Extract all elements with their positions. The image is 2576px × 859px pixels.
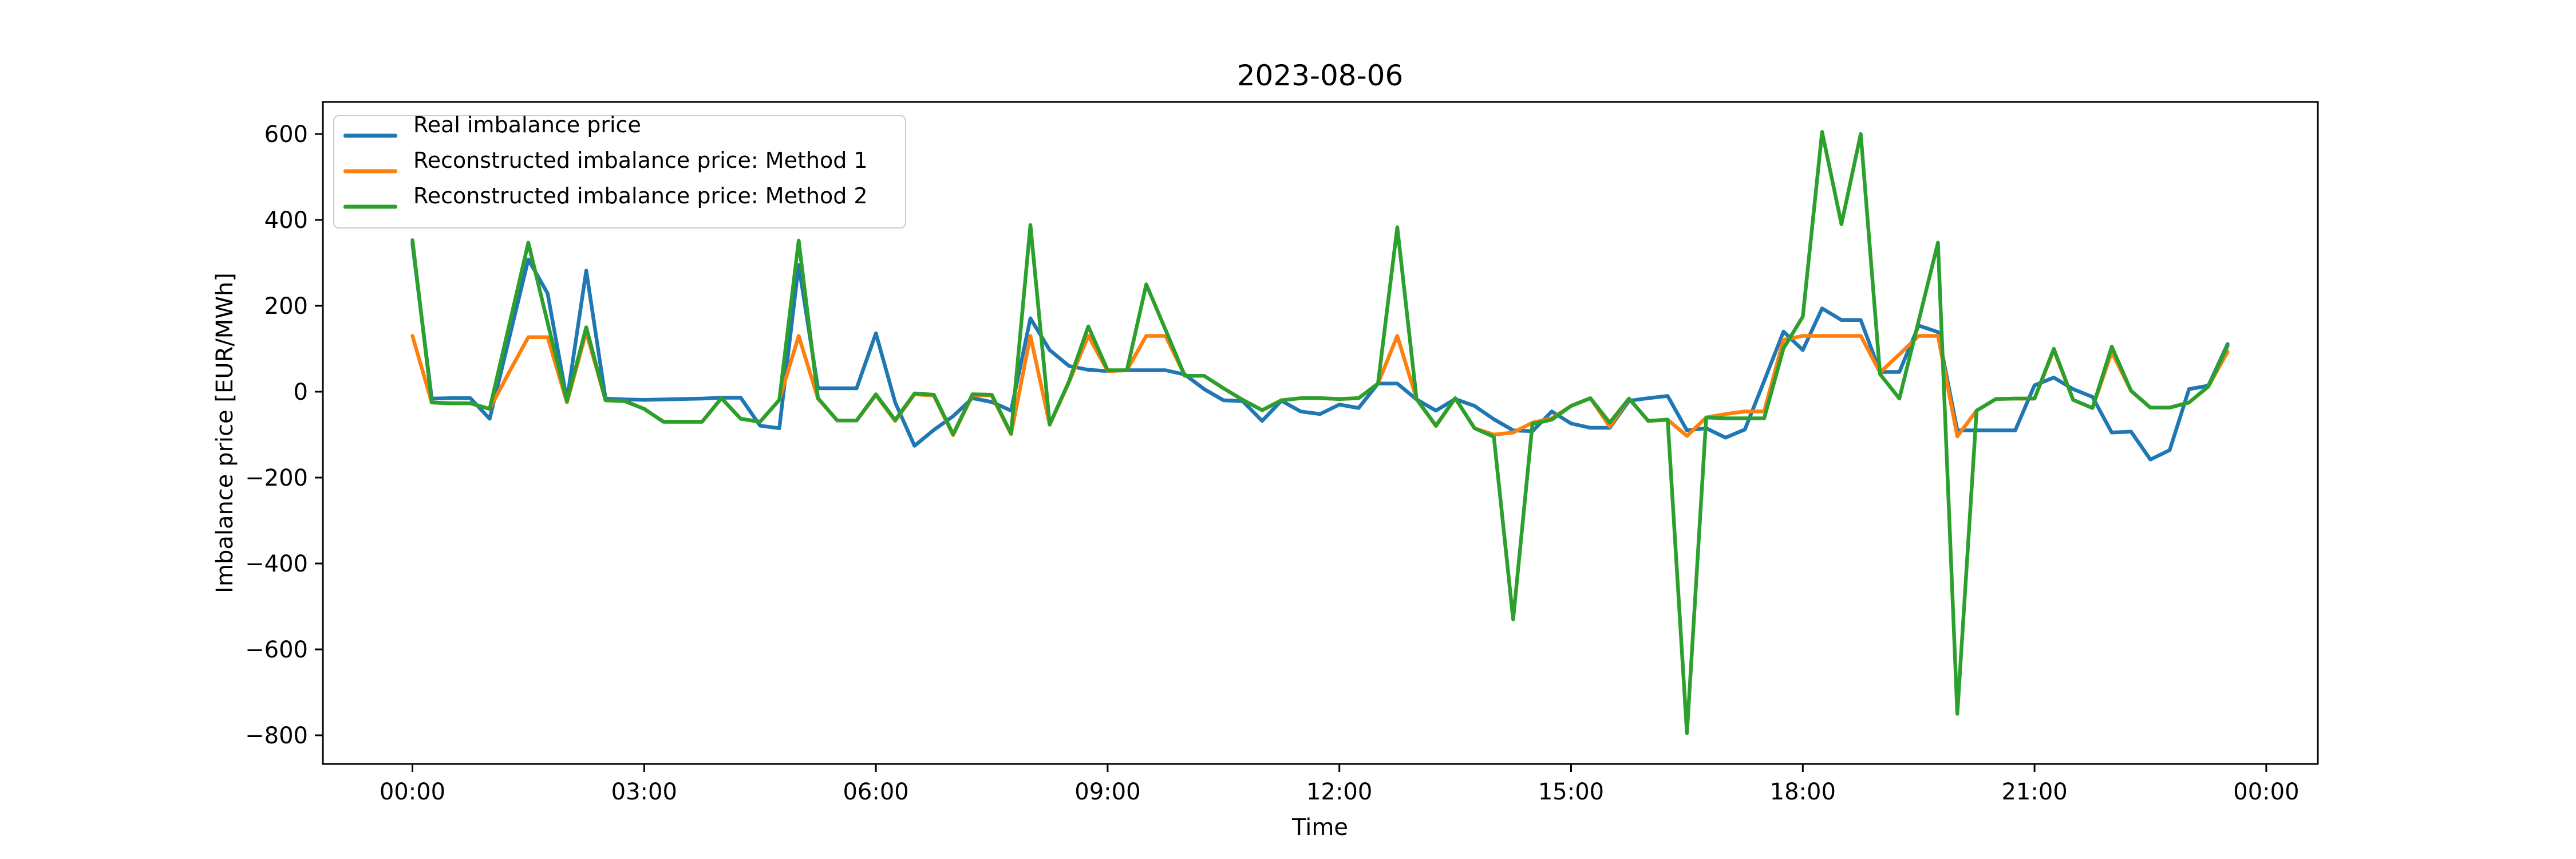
legend: Real imbalance price Reconstructed imbal…: [333, 112, 906, 228]
x-tick-label: 00:00: [380, 779, 445, 805]
chart-title: 2023-08-06: [1236, 59, 1404, 92]
plot-frame: [322, 101, 2319, 765]
x-tick-label: 00:00: [2233, 779, 2299, 805]
y-tick-label: 0: [294, 379, 308, 405]
x-tick-label: 12:00: [1306, 779, 1372, 805]
x-tick-label: 21:00: [2001, 779, 2067, 805]
y-tick-label: 600: [264, 121, 308, 148]
legend-label-real: Real imbalance price: [413, 112, 641, 137]
x-tick-label: 06:00: [843, 779, 908, 805]
legend-label-method1: Reconstructed imbalance price: Method 1: [413, 148, 868, 173]
x-tick-label: 03:00: [611, 779, 677, 805]
y-tick-label: 200: [264, 293, 308, 320]
series-line-real: [410, 242, 2230, 462]
legend-swatch-real: [343, 133, 397, 137]
legend-swatch-method2: [343, 204, 397, 208]
legend-label-method2: Reconstructed imbalance price: Method 2: [413, 183, 868, 208]
legend-swatch-method1: [343, 169, 397, 173]
x-axis-label: Time: [1292, 814, 1348, 841]
y-axis-label: Imbalance price [EUR/MWh]: [212, 273, 238, 593]
x-tick-label: 18:00: [1770, 779, 1836, 805]
x-tick-label: 09:00: [1074, 779, 1140, 805]
y-tick-label: 400: [264, 207, 308, 234]
series-line-method2: [410, 130, 2230, 735]
x-tick-label: 15:00: [1538, 779, 1604, 805]
y-tick-label: −800: [245, 723, 308, 749]
y-tick-label: −600: [245, 637, 308, 663]
y-tick-label: −400: [245, 551, 308, 577]
y-tick-label: −200: [245, 465, 308, 491]
